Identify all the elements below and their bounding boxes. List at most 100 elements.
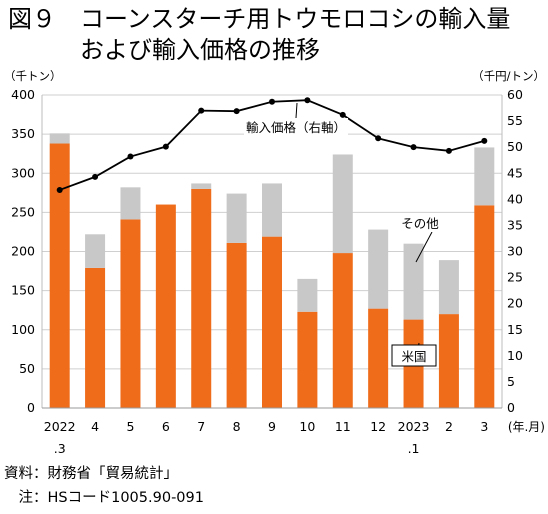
bar-other (191, 183, 212, 189)
bar-other (120, 187, 141, 220)
x-tick-label: 2 (445, 419, 453, 434)
bar-us (155, 204, 176, 408)
x-axis-unit-label: (年.月) (508, 420, 545, 434)
us-callout-box (391, 344, 437, 367)
right-tick-label: 20 (507, 296, 523, 311)
price-point (233, 108, 240, 115)
right-tick-label: 10 (507, 348, 523, 363)
x-tick-label: 3 (480, 419, 488, 434)
x-tick-label: 4 (91, 419, 99, 434)
price-point (127, 153, 134, 160)
x-tick-label: 11 (335, 419, 351, 434)
bar-other (297, 278, 318, 312)
bar-us (191, 188, 212, 408)
price-point (269, 98, 275, 105)
source-note: 資料：財務省「貿易統計」 (4, 466, 178, 482)
right-tick-label: 5 (507, 374, 515, 389)
price-point (198, 107, 205, 114)
bar-other (403, 243, 424, 320)
bar-other (438, 260, 459, 315)
right-tick-label: 0 (507, 400, 515, 415)
bar-us (368, 308, 389, 408)
price-line (56, 97, 488, 193)
left-tick-label: 300 (11, 165, 35, 180)
bar-us (262, 236, 282, 408)
x-tick-label: 8 (233, 419, 241, 434)
title-line-1: 図９ コーンスターチ用トウモロコシの輸入量 (8, 5, 511, 33)
bar-other (85, 234, 106, 268)
x-tick-label: 2023 (398, 419, 430, 434)
other-callout: その他 (398, 214, 442, 263)
tick-labels: 0501001502002503003504000510152025303540… (11, 87, 523, 456)
x-tick-label: 10 (299, 419, 315, 434)
x-tick-label: 9 (268, 419, 276, 434)
bar-us (85, 267, 106, 408)
bar-us (120, 219, 141, 408)
right-tick-label: 25 (507, 270, 523, 285)
x-tick-label: 12 (370, 419, 386, 434)
right-axis-unit-label: （千円/トン） (472, 69, 545, 83)
price-callout-leader (295, 102, 298, 119)
bar-us (226, 242, 247, 408)
axes (41, 95, 503, 409)
other-callout-leader (415, 231, 433, 263)
other-callout-box (398, 214, 442, 232)
bar-us (474, 205, 495, 408)
right-tick-label: 55 (507, 113, 523, 128)
price-point (162, 143, 169, 150)
left-tick-label: 400 (11, 87, 35, 102)
price-callout-label: 輸入価格（右軸） (246, 120, 346, 135)
hs-code-note: 注：HSコード1005.90-091 (4, 490, 204, 506)
x-tick-sublabel: .3 (54, 441, 66, 456)
x-tick-label: 2022 (44, 419, 76, 434)
us-callout: 米国 (391, 342, 437, 367)
bar-other (368, 229, 389, 309)
x-tick-label: 6 (162, 419, 170, 434)
right-tick-label: 15 (507, 322, 523, 337)
right-tick-label: 60 (507, 87, 523, 102)
left-tick-label: 50 (19, 361, 35, 376)
bar-other (49, 133, 70, 144)
title-line-2: および輸入価格の推移 (8, 36, 320, 64)
bar-other (226, 193, 247, 243)
bar-us (297, 311, 318, 408)
bar-other (262, 183, 282, 237)
right-tick-label: 35 (507, 217, 523, 232)
bar-us (438, 314, 459, 408)
right-tick-label: 30 (507, 244, 523, 259)
price-point (375, 135, 382, 142)
price-point (92, 173, 99, 180)
other-callout-label: その他 (401, 216, 439, 231)
right-tick-label: 40 (507, 191, 523, 206)
bar-other (474, 147, 495, 206)
chart-title: 図９ コーンスターチ用トウモロコシの輸入量 および輸入価格の推移 (8, 4, 510, 66)
left-tick-label: 200 (11, 244, 35, 259)
left-tick-label: 350 (11, 126, 35, 141)
right-tick-label: 45 (507, 165, 523, 180)
price-point (304, 97, 311, 104)
right-tick-label: 50 (507, 139, 523, 154)
footnotes: 資料：財務省「貿易統計」 注：HSコード1005.90-091 (4, 462, 204, 510)
x-tick-label: 7 (197, 419, 205, 434)
left-tick-label: 150 (11, 283, 35, 298)
bar-other (332, 154, 353, 254)
price-line-callout: 輸入価格（右軸） (244, 102, 348, 136)
us-callout-label: 米国 (401, 349, 426, 364)
price-callout-box (244, 118, 348, 136)
price-point (481, 137, 488, 144)
bars (49, 133, 495, 408)
bar-us (49, 143, 70, 408)
left-tick-label: 250 (11, 204, 35, 219)
left-axis-unit-label: （千トン） (4, 69, 62, 83)
price-series-line (59, 99, 485, 191)
price-point (445, 147, 452, 154)
price-point (410, 144, 417, 151)
price-point (56, 186, 63, 193)
x-tick-sublabel: .1 (408, 441, 420, 456)
left-tick-label: 0 (27, 400, 35, 415)
bar-us (332, 253, 353, 408)
x-tick-label: 5 (126, 419, 134, 434)
left-tick-label: 100 (11, 322, 35, 337)
price-point (339, 111, 346, 118)
